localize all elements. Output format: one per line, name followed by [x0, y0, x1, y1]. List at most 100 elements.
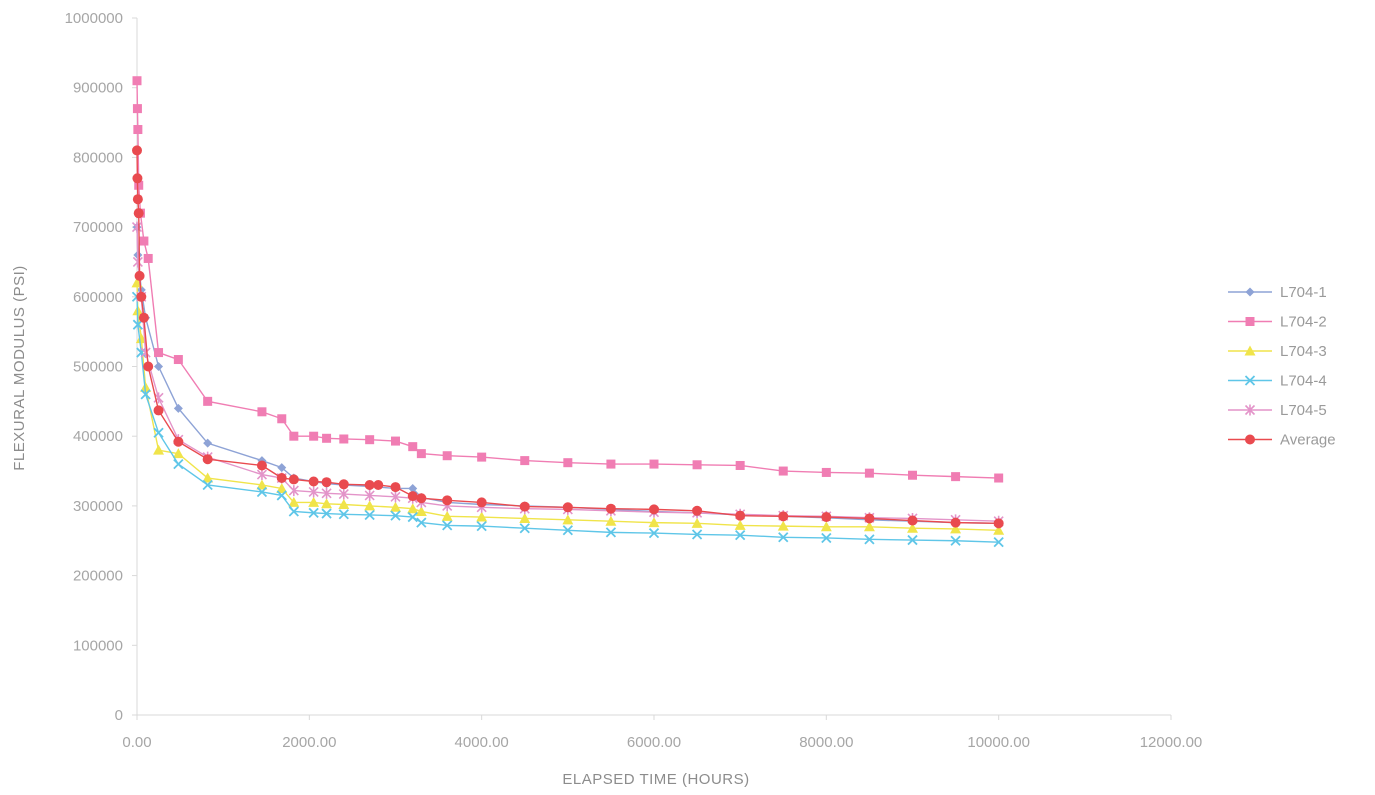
data-point-l704-4	[153, 427, 164, 438]
series-average	[132, 145, 1004, 529]
data-point-l704-2	[563, 458, 573, 468]
data-point-l704-3	[734, 519, 746, 530]
chart-axes: 0 100000 200000 300000 400000 500000 600000 700…	[65, 10, 1203, 751]
data-point-average	[562, 502, 573, 513]
series-l704-5	[131, 221, 1004, 527]
legend-label: L704-5	[1280, 402, 1327, 419]
data-point-l704-2	[203, 396, 213, 406]
data-point-l704-2	[408, 442, 418, 452]
data-point-l704-3	[153, 444, 165, 455]
data-point-l704-1	[203, 438, 213, 448]
data-point-l704-4	[519, 523, 530, 534]
data-point-l704-3	[364, 500, 376, 511]
legend-marker	[1244, 404, 1256, 416]
data-point-l704-3	[172, 448, 184, 459]
y-tick-label: 900000	[73, 80, 123, 97]
data-point-l704-2	[520, 456, 530, 466]
data-point-l704-2	[735, 460, 745, 470]
legend-item-l704-3: L704-3	[1228, 343, 1327, 360]
data-point-average	[132, 145, 142, 156]
data-point-l704-2	[277, 414, 287, 424]
data-point-l704-3	[415, 505, 427, 516]
data-point-l704-3	[407, 503, 419, 514]
data-point-average	[692, 505, 703, 516]
data-point-average	[136, 291, 147, 302]
data-point-l704-5	[321, 487, 332, 499]
data-point-l704-4	[821, 532, 832, 544]
data-point-l704-5	[132, 256, 143, 268]
series-line-l704-2	[136, 80, 999, 479]
data-point-l704-3	[907, 522, 918, 533]
data-point-l704-3	[441, 510, 453, 521]
data-point-l704-2	[154, 348, 164, 358]
data-point-average	[132, 194, 143, 205]
data-point-average	[821, 512, 832, 523]
data-point-average	[735, 510, 746, 521]
data-point-average	[133, 208, 144, 219]
data-point-average	[202, 454, 213, 465]
data-point-l704-2	[994, 473, 1004, 483]
data-point-average	[256, 460, 267, 471]
legend-item-l704-5: L704-5	[1228, 402, 1327, 419]
data-point-l704-3	[648, 517, 660, 528]
data-point-average	[308, 476, 319, 487]
data-point-l704-4	[390, 510, 401, 521]
data-point-average	[519, 501, 530, 512]
data-point-average	[143, 361, 154, 372]
data-point-l704-4	[993, 537, 1004, 548]
legend-marker	[1245, 317, 1255, 326]
data-point-l704-2	[951, 472, 961, 482]
data-point-average	[407, 491, 418, 502]
data-point-l704-4	[308, 507, 319, 519]
y-tick-label: 0	[115, 707, 123, 724]
data-point-l704-2	[692, 460, 702, 470]
data-point-l704-2	[391, 436, 400, 446]
x-tick-label: 2000.00	[282, 734, 336, 751]
data-point-l704-3	[863, 521, 875, 532]
y-tick-label: 800000	[73, 149, 123, 166]
data-point-l704-2	[365, 435, 375, 445]
data-point-l704-4	[256, 486, 268, 498]
data-point-average	[373, 479, 384, 490]
data-point-l704-4	[140, 389, 151, 400]
data-point-l704-3	[950, 523, 962, 534]
legend: L704-1 L704-2 L704-3 L704-4 L704-5 Average	[1228, 284, 1336, 449]
data-point-l704-2	[139, 236, 149, 246]
data-point-l704-2	[864, 468, 874, 478]
data-point-l704-3	[202, 472, 214, 483]
legend-item-l704-4: L704-4	[1228, 373, 1327, 390]
data-point-average	[134, 270, 145, 281]
legend-marker	[1244, 345, 1256, 356]
data-point-average	[321, 477, 332, 488]
data-point-l704-4	[338, 509, 349, 520]
data-point-l704-2	[133, 125, 143, 135]
data-point-l704-4	[136, 347, 147, 358]
data-point-l704-2	[173, 355, 183, 365]
series-l704-3	[131, 277, 1005, 535]
data-point-average	[364, 479, 375, 490]
y-tick-label: 600000	[73, 289, 123, 306]
data-point-l704-4	[476, 520, 487, 532]
series-l704-4	[131, 291, 1004, 548]
data-point-l704-2	[132, 104, 142, 114]
legend-item-average: Average	[1228, 432, 1336, 449]
data-point-l704-3	[390, 501, 401, 512]
data-point-l704-2	[606, 459, 616, 469]
data-point-l704-4	[562, 525, 573, 536]
data-point-average	[338, 479, 349, 490]
data-point-l704-5	[338, 488, 349, 500]
data-point-l704-4	[288, 506, 299, 517]
data-point-l704-2	[908, 470, 917, 480]
data-point-average	[132, 173, 143, 184]
legend-item-l704-1: L704-1	[1228, 284, 1327, 301]
data-point-l704-3	[140, 381, 152, 392]
data-point-l704-3	[256, 479, 268, 490]
data-point-l704-4	[442, 520, 453, 531]
data-point-l704-3	[519, 512, 531, 523]
data-point-l704-4	[864, 534, 875, 545]
data-point-l704-2	[309, 431, 319, 441]
data-point-l704-4	[173, 458, 184, 470]
data-point-l704-5	[140, 347, 151, 359]
x-tick-label: 10000.00	[967, 734, 1030, 751]
